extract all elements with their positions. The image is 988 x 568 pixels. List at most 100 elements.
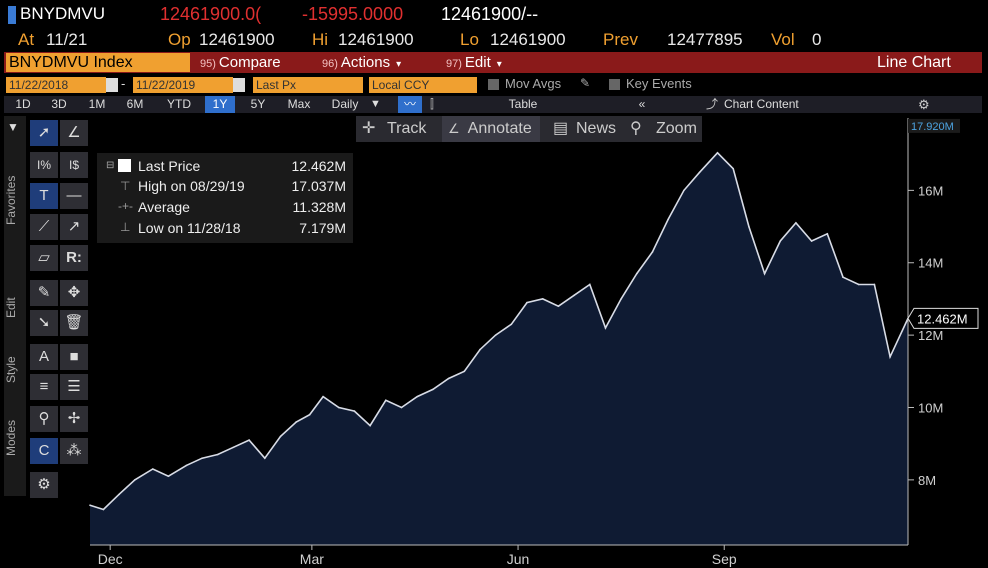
zoom-icon: ⚲ <box>630 120 642 137</box>
data-point <box>134 479 136 481</box>
line-weight-icon[interactable]: ≡ <box>30 374 58 400</box>
chart-content-button[interactable]: Chart Content <box>724 97 799 111</box>
legend-box <box>97 153 353 243</box>
data-point <box>337 406 340 409</box>
bar-style-icon[interactable]: ⫿ <box>430 97 434 111</box>
data-point <box>716 152 719 154</box>
period-max[interactable]: Max <box>287 97 311 111</box>
line-style-icon[interactable]: 〰 <box>398 96 422 113</box>
actions-caret-icon: ▾ <box>396 59 402 70</box>
ray-line-icon[interactable]: ↗ <box>60 214 88 240</box>
actions-button[interactable]: 96) Actions ▾ <box>322 52 401 73</box>
crosshair-mode-icon[interactable]: ✢ <box>60 406 88 432</box>
period-6m[interactable]: 6M <box>126 97 144 111</box>
gear-icon[interactable]: ⚙ <box>918 97 930 112</box>
dollar-scale-icon[interactable]: I$ <box>60 152 88 178</box>
data-point <box>779 240 782 242</box>
select-pointer-icon[interactable]: ➚ <box>30 120 58 146</box>
period-1m[interactable]: 1M <box>88 97 106 111</box>
data-point <box>541 298 544 300</box>
data-point <box>873 283 876 286</box>
fill-color-icon[interactable]: ■ <box>60 344 88 370</box>
data-point <box>295 421 297 423</box>
legend-high-value: 17.037M <box>291 178 346 194</box>
trash-icon[interactable]: 🗑 <box>60 310 88 336</box>
x-tick-label: Mar <box>300 551 324 567</box>
side-panel-arrow-icon[interactable]: ▼ <box>7 120 19 134</box>
frequency-caret-icon[interactable]: ▼ <box>370 98 381 110</box>
price-change: -15995.0000 <box>302 4 404 24</box>
channel-icon[interactable]: ▱ <box>30 245 58 271</box>
percent-scale-icon[interactable]: I% <box>30 152 58 178</box>
retracement-icon[interactable]: R: <box>60 245 88 271</box>
key-events-checkbox[interactable] <box>609 79 620 90</box>
text-tool-icon[interactable]: T <box>30 183 58 209</box>
track-button[interactable]: Track <box>387 120 427 137</box>
data-point <box>826 232 829 235</box>
end-calendar-icon[interactable] <box>233 78 245 92</box>
edit-label: Edit <box>464 54 491 71</box>
move-icon[interactable]: ✥ <box>60 280 88 306</box>
period-bar <box>4 96 982 113</box>
draw-line-icon[interactable]: ∠ <box>60 120 88 146</box>
data-point <box>604 327 607 329</box>
start-date-field[interactable]: 11/22/2018 <box>6 77 106 93</box>
edit-button[interactable]: 97) Edit ▾ <box>446 52 502 73</box>
data-point <box>795 222 797 224</box>
frequency-selector[interactable]: Daily <box>331 97 359 111</box>
cursor-edit-icon[interactable]: ➘ <box>30 310 58 336</box>
x-tick-label: Sep <box>712 551 737 567</box>
period-ytd[interactable]: YTD <box>167 97 191 111</box>
data-point <box>588 283 591 286</box>
pencil-icon[interactable]: ✎ <box>580 76 591 90</box>
compare-button[interactable]: 95) Compare <box>200 52 281 73</box>
horizontal-line-icon[interactable]: — <box>60 183 88 209</box>
bid-ask: 12461900/-- <box>441 4 539 24</box>
pencil-draw-icon[interactable]: ✎ <box>30 280 58 306</box>
legend-collapse-icon[interactable]: ⊟ <box>106 160 115 171</box>
data-point <box>322 395 324 398</box>
y-tick-label: 8M <box>918 473 936 488</box>
zoom-button[interactable]: Zoom <box>656 120 697 137</box>
collapse-button[interactable]: « <box>638 97 646 111</box>
field-selector[interactable]: Last Px <box>253 77 363 93</box>
data-point <box>667 218 670 221</box>
line-dash-icon[interactable]: ☰ <box>60 374 88 400</box>
period-1d[interactable]: 1D <box>15 97 31 111</box>
data-point <box>248 439 250 441</box>
magnet-mode-icon[interactable]: C <box>30 438 58 464</box>
data-point <box>369 424 371 427</box>
edit-number: 97) <box>446 58 462 70</box>
period-3d[interactable]: 3D <box>51 97 67 111</box>
data-point <box>385 399 387 402</box>
legend-high-label: High on 08/29/19 <box>138 178 245 194</box>
prev-label: Prev <box>603 30 638 49</box>
low-value: 12461900 <box>490 30 566 49</box>
font-style-icon[interactable]: A <box>30 344 58 370</box>
security-field[interactable]: BNYDMVU Index <box>6 53 190 72</box>
data-point <box>510 323 513 326</box>
period-1y[interactable]: 1Y <box>205 96 235 113</box>
start-calendar-icon[interactable] <box>106 78 118 92</box>
link-icon[interactable]: ⚲ <box>30 406 58 432</box>
tool-settings-icon[interactable]: ⚙ <box>30 472 58 498</box>
trend-line-icon[interactable]: ⟋ <box>30 214 58 240</box>
data-point <box>353 410 356 412</box>
news-button[interactable]: News <box>576 120 617 137</box>
last-price-swatch[interactable] <box>118 159 131 172</box>
data-point <box>494 334 497 336</box>
color-mode-icon[interactable]: ⁂ <box>60 438 88 464</box>
chart-type-label[interactable]: Line Chart <box>877 54 951 71</box>
data-point <box>573 294 575 297</box>
period-5y[interactable]: 5Y <box>250 97 266 111</box>
data-point <box>810 240 813 242</box>
currency-selector[interactable]: Local CCY <box>369 77 477 93</box>
annotate-button[interactable]: ∠ Annotate <box>442 116 540 142</box>
average-marker-icon: -+- <box>118 199 133 213</box>
mov-avgs-checkbox[interactable] <box>488 79 499 90</box>
table-button[interactable]: Table <box>508 97 538 111</box>
data-point <box>842 276 844 279</box>
data-point <box>447 377 450 380</box>
end-date-field[interactable]: 11/22/2019 <box>133 77 233 93</box>
